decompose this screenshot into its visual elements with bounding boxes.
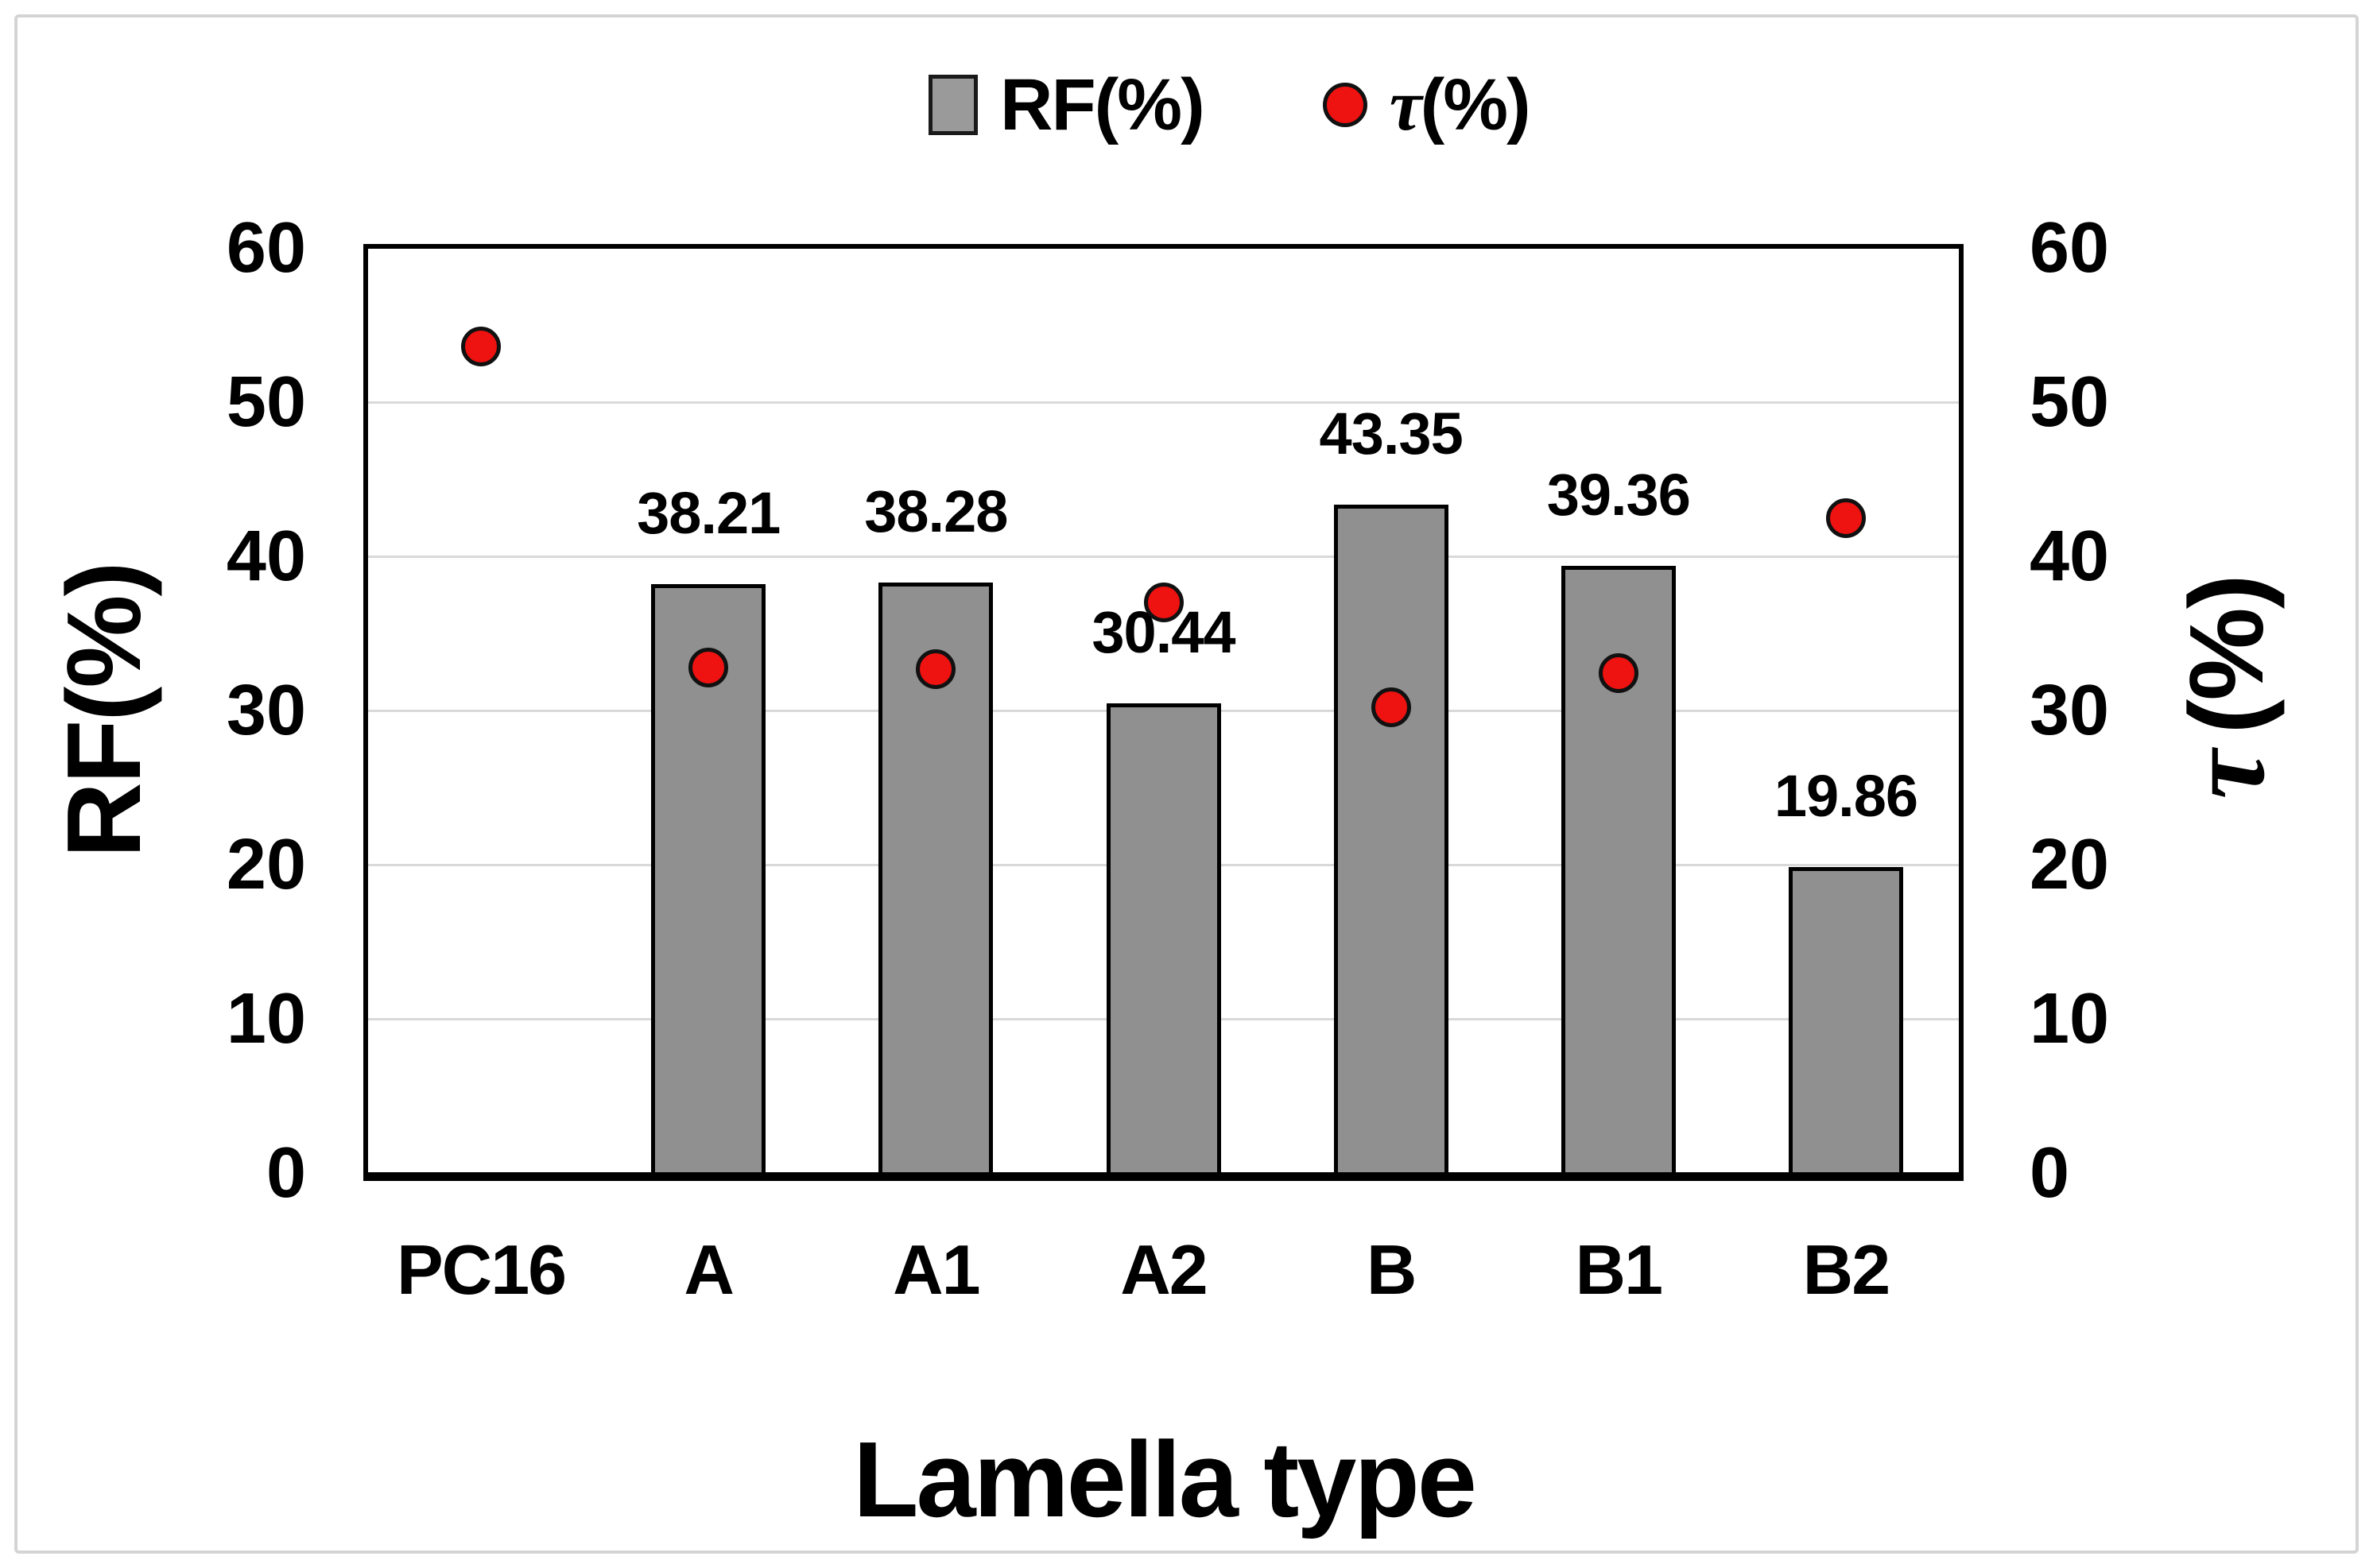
right-tick-30: 30 (2030, 671, 2110, 750)
tau-symbol: τ (1389, 64, 1422, 145)
bar-value-label-a2: 30.44 (1092, 599, 1235, 666)
bar-value-label-b: 43.35 (1319, 401, 1464, 467)
legend: RF(%) τ(%) (929, 64, 1531, 145)
bar-value-label-a: 38.21 (637, 479, 781, 546)
right-tick-10: 10 (2030, 979, 2110, 1059)
legend-item-rf: RF(%) (929, 64, 1205, 145)
bar-value-label-b2: 19.86 (1774, 762, 1918, 829)
left-tick-40: 40 (226, 517, 306, 596)
right-tick-50: 50 (2030, 362, 2110, 442)
left-tick-60: 60 (226, 208, 306, 288)
tau-dot-a2 (1143, 583, 1184, 623)
left-tick-20: 20 (226, 825, 306, 904)
left-tick-30: 30 (226, 671, 306, 750)
tau-dot-b (1371, 687, 1411, 728)
legend-label-rf: RF(%) (1000, 64, 1205, 145)
x-axis-title: Lamella type (853, 1419, 1477, 1539)
rf-square-marker-icon (929, 75, 978, 135)
right-axis-title: τ (%) (2158, 449, 2294, 926)
left-tick-0: 0 (266, 1133, 306, 1213)
left-axis-title-text: RF(%) (45, 563, 162, 858)
left-axis-title: RF(%) (36, 432, 171, 989)
category-label-pc16: PC16 (396, 1230, 567, 1309)
tau-dot-b1 (1598, 653, 1638, 694)
right-tick-0: 0 (2030, 1133, 2070, 1213)
tau-dot-pc16 (461, 327, 502, 367)
tau-circle-marker-icon (1322, 83, 1367, 127)
legend-item-tau: τ(%) (1204, 68, 1531, 141)
tau-label-rest: (%) (1420, 64, 1531, 145)
tau-dot-a1 (916, 648, 956, 689)
gridline-40 (367, 555, 1960, 558)
right-axis-title-rest: (%) (2167, 575, 2285, 734)
bar-value-label-b1: 39.36 (1546, 462, 1691, 528)
bar-a2 (1106, 703, 1221, 1173)
category-label-b1: B1 (1575, 1230, 1664, 1309)
bar-b (1333, 505, 1448, 1173)
right-tick-60: 60 (2030, 208, 2110, 288)
category-label-b: B (1366, 1230, 1417, 1309)
right-axis-tau-symbol: τ (2164, 751, 2288, 799)
tau-dot-a (688, 647, 729, 687)
bar-b2 (1788, 866, 1903, 1173)
category-label-a: A (684, 1230, 735, 1309)
right-tick-40: 40 (2030, 517, 2110, 596)
category-label-a2: A2 (1120, 1230, 1208, 1309)
bar-value-label-a1: 38.28 (864, 478, 1008, 545)
legend-label-tau: τ(%) (1390, 68, 1531, 141)
tau-dot-b2 (1825, 498, 1866, 538)
category-label-b2: B2 (1802, 1230, 1891, 1309)
gridline-50 (367, 401, 1960, 404)
category-label-a1: A1 (893, 1230, 981, 1309)
left-tick-50: 50 (226, 362, 306, 442)
right-tick-20: 20 (2030, 825, 2110, 904)
left-tick-10: 10 (226, 979, 306, 1059)
